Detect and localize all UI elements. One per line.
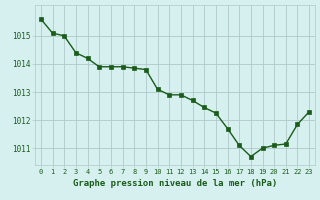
X-axis label: Graphe pression niveau de la mer (hPa): Graphe pression niveau de la mer (hPa) <box>73 179 277 188</box>
